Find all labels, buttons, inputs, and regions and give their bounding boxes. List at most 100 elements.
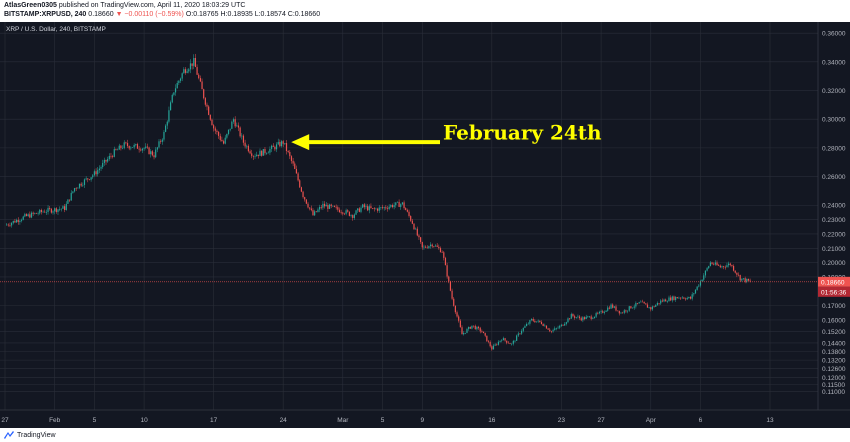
- candle: [130, 146, 132, 151]
- candle-body: [264, 149, 266, 154]
- candle: [540, 320, 543, 325]
- candle: [665, 298, 667, 302]
- candle: [723, 265, 725, 270]
- candle-body: [684, 298, 687, 300]
- candle: [358, 207, 360, 213]
- candle: [704, 270, 707, 278]
- candle: [367, 203, 369, 212]
- candle: [411, 218, 413, 225]
- candle: [135, 143, 137, 147]
- candle: [136, 142, 139, 149]
- x-tick-label: Mar: [337, 417, 349, 424]
- candle: [259, 148, 261, 156]
- candle-body: [653, 306, 655, 308]
- candle: [47, 205, 49, 215]
- candle-body: [630, 306, 632, 309]
- candle: [285, 140, 288, 155]
- price-chart[interactable]: 0.36000 0.34000 0.32000 0.30000 0.28000 0.260…: [0, 22, 850, 428]
- candle: [272, 143, 274, 147]
- candle: [724, 265, 726, 270]
- candle: [567, 317, 569, 324]
- candle: [535, 321, 538, 323]
- candle: [218, 130, 220, 139]
- candle-body: [191, 63, 193, 66]
- candle-body: [625, 310, 627, 312]
- candle-body: [516, 335, 518, 341]
- candle-body: [716, 262, 718, 266]
- y-tick-label: 0.15200: [822, 329, 846, 336]
- candle-body: [555, 328, 557, 329]
- candle-body: [319, 207, 321, 210]
- candle-body: [713, 263, 715, 265]
- candle-body: [514, 340, 516, 342]
- candle-body: [388, 206, 390, 209]
- candle-body: [496, 344, 498, 346]
- candle-body: [468, 326, 470, 330]
- candle-body: [454, 305, 456, 313]
- candle-body: [52, 211, 54, 213]
- candle: [183, 67, 185, 74]
- candle-body: [62, 206, 64, 209]
- candle-body: [29, 214, 31, 218]
- candle-body: [574, 316, 576, 318]
- candle: [622, 311, 624, 314]
- candle: [241, 133, 243, 140]
- candle-body: [517, 333, 519, 336]
- candle-body: [694, 289, 697, 294]
- publish-line: AtlasGreen0305 published on TradingView.…: [4, 1, 850, 10]
- candle-body: [600, 311, 602, 312]
- candle-body: [723, 266, 725, 267]
- candle: [590, 314, 592, 321]
- candle: [222, 139, 225, 145]
- candle-body: [55, 208, 57, 212]
- candle-body: [719, 265, 721, 268]
- brand-label[interactable]: TradingView: [17, 431, 56, 439]
- candle-body: [40, 209, 43, 212]
- candle: [227, 129, 230, 136]
- candle-body: [529, 320, 531, 324]
- candle: [683, 296, 685, 300]
- candle-body: [25, 214, 28, 216]
- candle-body: [287, 150, 289, 152]
- candle: [489, 340, 491, 348]
- candle: [143, 147, 145, 151]
- candle-body: [731, 265, 733, 266]
- candle: [565, 321, 567, 326]
- candle: [294, 161, 296, 170]
- candle: [45, 209, 47, 216]
- candle: [115, 148, 117, 151]
- candle: [564, 322, 566, 326]
- candle: [277, 138, 279, 146]
- candle: [519, 333, 521, 335]
- candle: [494, 343, 496, 347]
- author-name[interactable]: AtlasGreen0305: [4, 2, 57, 9]
- candle-body: [161, 139, 163, 142]
- candle: [50, 207, 52, 214]
- candle-body: [410, 216, 412, 221]
- candle: [80, 182, 82, 187]
- candle: [237, 122, 240, 132]
- candle-body: [22, 216, 24, 220]
- candle: [304, 196, 306, 202]
- candle-body: [194, 57, 197, 68]
- candle: [521, 329, 523, 336]
- candle: [658, 303, 660, 306]
- candle-body: [112, 156, 114, 157]
- candle: [675, 295, 677, 302]
- candle: [583, 316, 586, 321]
- candle-body: [434, 245, 437, 247]
- candle-body: [80, 183, 82, 186]
- candle-body: [24, 214, 26, 217]
- candle: [415, 227, 417, 230]
- candle: [390, 204, 392, 209]
- candle: [173, 92, 175, 97]
- candle: [186, 68, 188, 74]
- candle: [468, 326, 470, 331]
- last-price: 0.18660: [88, 11, 114, 18]
- candle: [299, 179, 301, 189]
- candle-body: [19, 220, 21, 222]
- candle: [54, 207, 56, 215]
- candle-body: [492, 345, 495, 350]
- y-tick-label: 0.20000: [822, 260, 846, 267]
- candle: [168, 106, 170, 124]
